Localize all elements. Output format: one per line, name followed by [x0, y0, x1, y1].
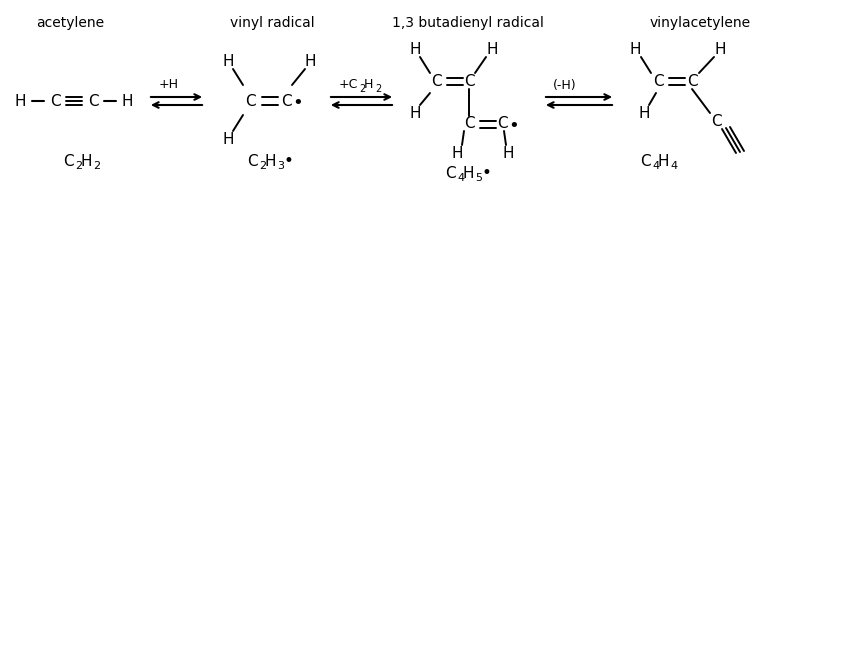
- Text: •: •: [508, 117, 519, 135]
- Text: H: H: [450, 145, 462, 161]
- Text: 2: 2: [93, 161, 101, 171]
- Text: C: C: [463, 73, 474, 89]
- Text: 4: 4: [457, 173, 464, 183]
- Text: H: H: [461, 165, 474, 180]
- Text: H: H: [637, 106, 649, 120]
- Text: •: •: [282, 152, 293, 170]
- Text: C: C: [50, 93, 60, 108]
- Text: H: H: [362, 79, 372, 91]
- Text: 2: 2: [259, 161, 266, 171]
- Text: 3: 3: [277, 161, 284, 171]
- Text: H: H: [629, 42, 640, 56]
- Text: H: H: [502, 145, 513, 161]
- Text: +C: +C: [338, 79, 357, 91]
- Text: H: H: [714, 42, 725, 56]
- Text: C: C: [444, 165, 455, 180]
- Text: C: C: [463, 116, 474, 132]
- Text: H: H: [264, 153, 276, 169]
- Text: vinyl radical: vinyl radical: [229, 16, 314, 30]
- Text: C: C: [652, 73, 663, 89]
- Text: C: C: [88, 93, 98, 108]
- Text: H: H: [409, 42, 420, 56]
- Text: 2: 2: [76, 161, 83, 171]
- Text: H: H: [304, 54, 315, 69]
- Text: 1,3 butadienyl radical: 1,3 butadienyl radical: [392, 16, 543, 30]
- Text: C: C: [639, 153, 649, 169]
- Text: C: C: [709, 114, 721, 128]
- Text: H: H: [409, 106, 420, 120]
- Text: H: H: [222, 54, 233, 69]
- Text: C: C: [246, 153, 257, 169]
- Text: C: C: [430, 73, 441, 89]
- Text: H: H: [15, 93, 26, 108]
- Text: H: H: [121, 93, 133, 108]
- Text: acetylene: acetylene: [36, 16, 104, 30]
- Text: C: C: [245, 93, 255, 108]
- Text: H: H: [486, 42, 497, 56]
- Text: H: H: [656, 153, 668, 169]
- Text: (-H): (-H): [553, 79, 576, 91]
- Text: •: •: [480, 164, 491, 182]
- Text: H: H: [80, 153, 91, 169]
- Text: C: C: [496, 116, 507, 132]
- Text: •: •: [292, 94, 303, 112]
- Text: 5: 5: [475, 173, 482, 183]
- Text: 4: 4: [652, 161, 659, 171]
- Text: +H: +H: [158, 79, 179, 91]
- Text: C: C: [281, 93, 291, 108]
- Text: 4: 4: [670, 161, 677, 171]
- Text: H: H: [222, 132, 233, 147]
- Text: vinylacetylene: vinylacetylene: [648, 16, 750, 30]
- Text: C: C: [686, 73, 697, 89]
- Text: C: C: [63, 153, 73, 169]
- Text: 2: 2: [375, 84, 381, 94]
- Text: 2: 2: [358, 84, 365, 94]
